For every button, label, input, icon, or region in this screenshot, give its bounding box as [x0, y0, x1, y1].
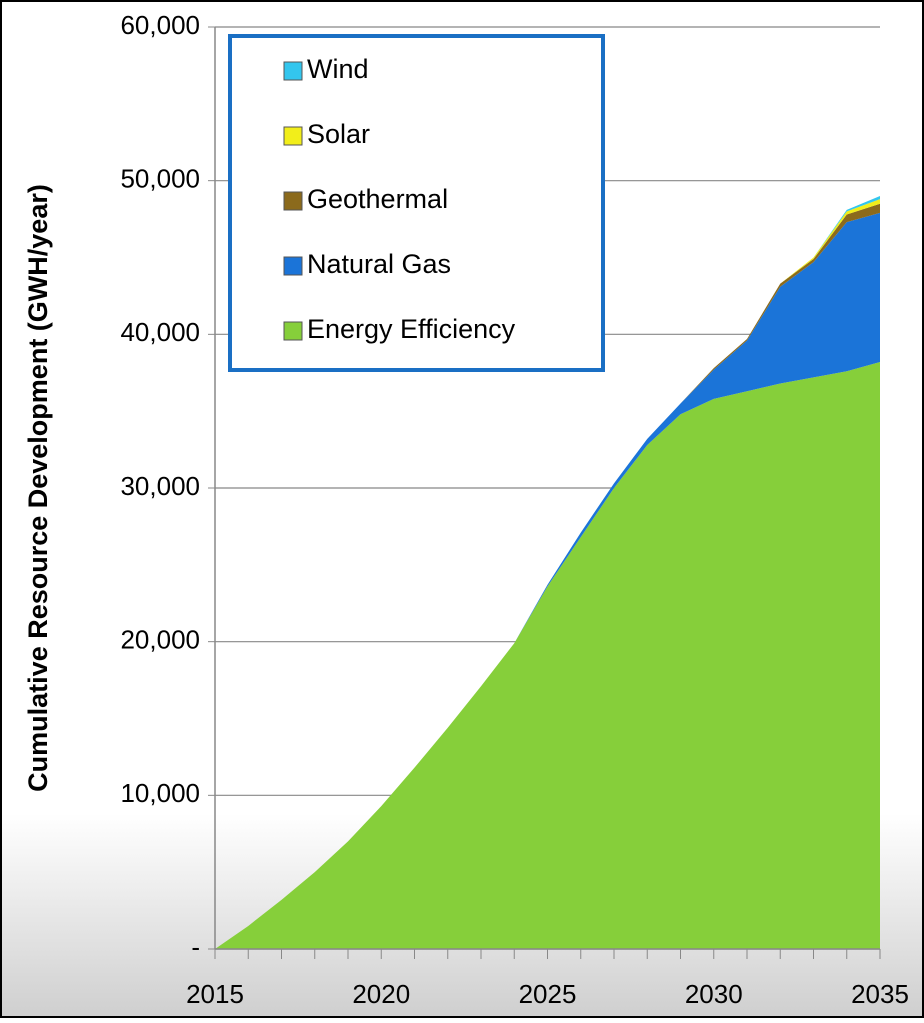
legend-label: Wind — [307, 54, 369, 84]
x-tick-label: 2035 — [851, 979, 909, 1009]
legend-label: Geothermal — [307, 184, 448, 214]
y-tick-label: 40,000 — [120, 317, 200, 347]
legend-label: Solar — [307, 119, 370, 149]
y-tick-label: 10,000 — [120, 778, 200, 808]
legend-swatch — [283, 256, 303, 276]
x-tick-label: 2015 — [186, 979, 244, 1009]
legend-swatch — [283, 126, 303, 146]
x-tick-label: 2025 — [519, 979, 577, 1009]
legend-swatch — [283, 321, 303, 341]
legend-label: Energy Efficiency — [307, 314, 516, 344]
legend-label: Natural Gas — [307, 249, 451, 279]
y-axis-label: Cumulative Resource Development (GWH/yea… — [23, 184, 53, 792]
x-tick-label: 2030 — [685, 979, 743, 1009]
y-tick-label: 60,000 — [120, 10, 200, 40]
x-tick-label: 2020 — [352, 979, 410, 1009]
legend-swatch — [283, 191, 303, 211]
legend-swatch — [283, 61, 303, 81]
y-tick-label: 20,000 — [120, 625, 200, 655]
y-tick-label: 30,000 — [120, 471, 200, 501]
y-tick-label: 50,000 — [120, 164, 200, 194]
y-tick-label: - — [191, 932, 200, 962]
area — [215, 212, 880, 950]
area — [215, 361, 880, 949]
